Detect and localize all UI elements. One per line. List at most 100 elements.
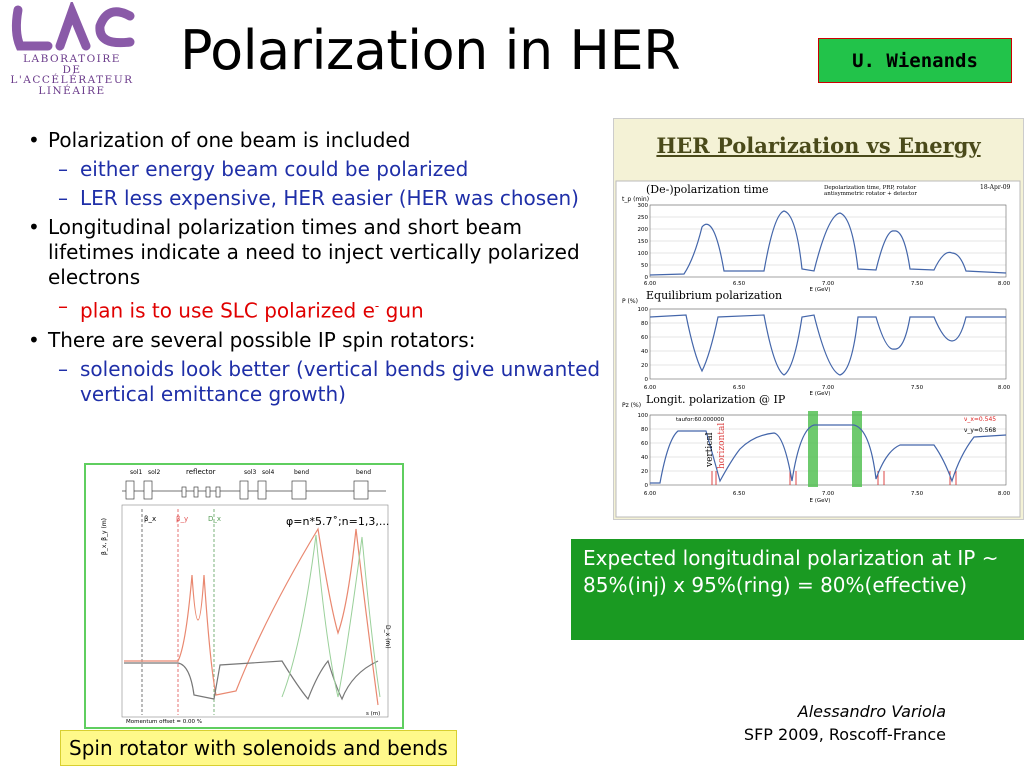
xtick: 6.50 (733, 491, 746, 497)
x-ticks-panel-2: 6.00 6.50 7.00 7.50 8.00 (644, 385, 1011, 391)
label-sol3: sol3 (244, 469, 256, 476)
ytick: 300 (638, 203, 649, 209)
sub-bullet-2a: – plan is to use SLC polarized e- gun (58, 294, 424, 323)
equilibrium-curve (649, 314, 1006, 376)
xtick: 7.50 (911, 491, 924, 497)
x-axis-label-3: E (GeV) (810, 498, 831, 504)
ytick: 60 (641, 335, 648, 341)
ytick: 20 (641, 363, 648, 369)
y-axis-label-2: P (%) (622, 298, 638, 305)
ytick: 80 (641, 321, 648, 327)
lab-name: LABORATOIRE DE L'ACCÉLÉRATEUR LINÉAIRE (4, 54, 140, 96)
figure-caption: Spin rotator with solenoids and bends (60, 730, 457, 766)
label-sol2: sol2 (148, 469, 160, 476)
green-band-2 (852, 411, 862, 487)
x-ticks-panel-3: 6.00 6.50 7.00 7.50 8.00 (644, 491, 1011, 497)
figure-title: HER Polarization vs Energy (656, 133, 981, 158)
label-sol1: sol1 (130, 469, 142, 476)
author-credit: Alessandro Variola SFP 2009, Roscoff-Fra… (744, 700, 946, 746)
ytick: 0 (645, 275, 649, 281)
x-axis-label-2: E (GeV) (810, 391, 831, 397)
beta-x-label: β_x (144, 515, 156, 523)
horizontal-label: horizontal (717, 423, 727, 469)
ytick: 100 (638, 251, 649, 257)
label-bend-1: bend (294, 469, 309, 476)
longitudinal-curve (650, 424, 1007, 484)
superscript-minus: - (374, 299, 380, 313)
x-ticks-panel-1: 6.00 6.50 7.00 7.50 8.00 (644, 281, 1011, 287)
beta-y-label: β_y (176, 515, 188, 523)
phase-formula: φ=n*5.7˚;n=1,3,... (286, 515, 389, 528)
vertical-label: vertical (705, 432, 715, 468)
sub-bullet-1a: – either energy beam could be polarized (58, 157, 469, 181)
ytick: 0 (645, 377, 649, 383)
expected-polarization-box: Expected longitudinal polarization at IP… (571, 539, 1024, 640)
author-badge: U. Wienands (818, 38, 1012, 83)
ytick: 200 (638, 227, 649, 233)
xtick: 7.00 (822, 281, 835, 287)
event-name: SFP 2009, Roscoff-France (743, 725, 946, 744)
nu-x-label: ν_x=0.545 (964, 416, 996, 423)
her-figure-plots: (De-)polarization time Depolarization ti… (615, 180, 1021, 518)
dispersion-curve (281, 534, 381, 698)
xtick: 8.00 (998, 385, 1011, 391)
panel-label-2: Equilibrium polarization (646, 289, 782, 302)
sub-bullet-2a-text: plan is to use SLC polarized e (80, 298, 375, 323)
lab-name-line-3: LINÉAIRE (38, 84, 106, 97)
xtick: 6.00 (644, 491, 657, 497)
lab-name-line-2: DE L'ACCÉLÉRATEUR (10, 63, 134, 86)
nu-y-label: ν_y=0.568 (964, 427, 996, 434)
sub-bullet-1a-text: either energy beam could be polarized (80, 157, 469, 181)
green-band-1 (808, 411, 818, 487)
xtick: 8.00 (998, 491, 1011, 497)
resonance-markers (711, 471, 957, 485)
label-bend-2: bend (356, 469, 371, 476)
xtick: 6.50 (733, 281, 746, 287)
xtick: 6.50 (733, 385, 746, 391)
sub-bullet-3a-text: solenoids look better (vertical bends gi… (80, 356, 601, 406)
her-polarization-figure: HER Polarization vs Energy (De-)polariza… (613, 118, 1024, 520)
marker-lines (141, 509, 215, 715)
ytick: 60 (641, 441, 648, 447)
ytick: 250 (638, 215, 649, 221)
spin-rotator-plot: sol1 sol2 reflector sol3 sol4 bend bend … (101, 468, 391, 725)
element-labels: sol1 sol2 reflector sol3 sol4 bend bend (130, 468, 371, 476)
y-axis-label-3: Pz (%) (622, 402, 641, 409)
ytick: 20 (641, 469, 648, 475)
figure-note-2: antisymmetric rotator + detector (824, 191, 917, 197)
sub-bullet-2a-tail: gun (379, 298, 424, 323)
ytick: 0 (645, 483, 649, 489)
ytick: 100 (638, 307, 649, 313)
sub-bullet-1b: – LER less expensive, HER easier (HER was… (58, 186, 579, 210)
xtick: 6.00 (644, 281, 657, 287)
lattice-elements (122, 480, 386, 500)
y-ticks-panel-3: 100 80 60 40 20 0 (638, 413, 649, 489)
xtick: 7.50 (911, 385, 924, 391)
ytick: 40 (641, 349, 648, 355)
xtick: 7.00 (822, 385, 835, 391)
beta-x-curve (124, 659, 379, 701)
y-axis-label-1: t_p (min) (622, 196, 649, 203)
label-sol4: sol4 (262, 469, 274, 476)
ytick: 50 (641, 263, 648, 269)
dx-label: D_x (208, 515, 221, 523)
x-axis-label-1: E (GeV) (810, 287, 831, 293)
ytick: 100 (638, 413, 649, 419)
ytick: 80 (641, 427, 648, 433)
bullet-3: There are several possible IP spin rotat… (28, 328, 613, 353)
ytick: 150 (638, 239, 649, 245)
xtick: 6.00 (644, 385, 657, 391)
panel-label-3: Longit. polarization @ IP (646, 393, 786, 406)
panel-label-1: (De-)polarization time (646, 183, 769, 196)
y-axis-dx: D_x (m) (384, 625, 391, 649)
spin-rotator-figure: sol1 sol2 reflector sol3 sol4 bend bend … (84, 463, 404, 729)
label-reflector: reflector (186, 468, 216, 476)
momentum-offset: Momentum offset = 0.00 % (126, 719, 202, 725)
bullet-2: Longitudinal polarization times and shor… (28, 215, 613, 290)
bullet-list: Polarization of one beam is included –ei… (28, 128, 613, 411)
bullet-1: Polarization of one beam is included (28, 128, 613, 153)
xtick: 8.00 (998, 281, 1011, 287)
xtick: 7.50 (911, 281, 924, 287)
xtick: 7.00 (822, 491, 835, 497)
y-axis-beta: β_x, β_y (m) (101, 518, 108, 555)
